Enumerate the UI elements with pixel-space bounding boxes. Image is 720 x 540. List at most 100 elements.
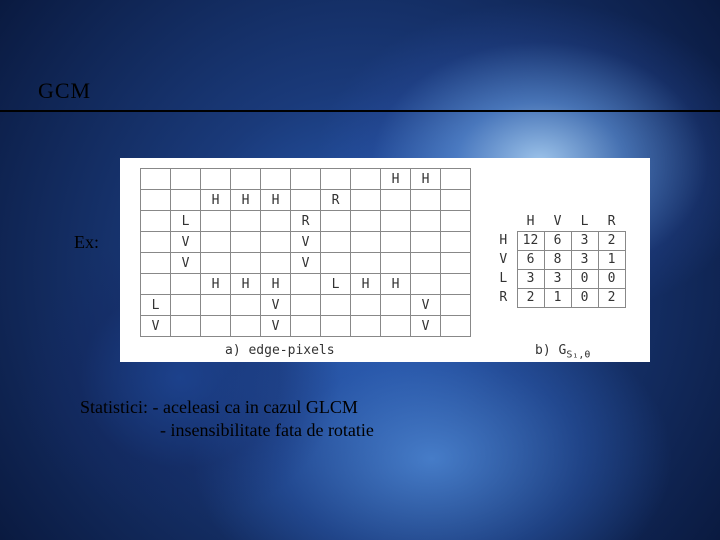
- grid-a-cell: [171, 190, 201, 211]
- example-label: Ex:: [74, 232, 99, 253]
- grid-b-row-header: L: [490, 269, 517, 288]
- grid-b-col-header: V: [544, 212, 571, 231]
- grid-a-cell: [321, 232, 351, 253]
- grid-a-cell: [441, 232, 471, 253]
- stats-line-1: Statistici: - aceleasi ca in cazul GLCM: [80, 395, 358, 420]
- grid-a-cell: [351, 316, 381, 337]
- grid-a-cell: [321, 211, 351, 232]
- grid-a-cell: [231, 232, 261, 253]
- grid-a-cell: L: [141, 295, 171, 316]
- grid-a-cell: [231, 169, 261, 190]
- grid-a-cell: [231, 295, 261, 316]
- grid-a-cell: [441, 253, 471, 274]
- grid-a-cell: [141, 253, 171, 274]
- grid-a-cell: [381, 211, 411, 232]
- grid-a-cell: L: [321, 274, 351, 295]
- grid-a-cell: [321, 253, 351, 274]
- grid-b-row-header: V: [490, 250, 517, 269]
- grid-a-cell: V: [141, 316, 171, 337]
- grid-a-cell: [351, 295, 381, 316]
- grid-b-cell: 3: [517, 269, 544, 288]
- grid-a-cell: [441, 190, 471, 211]
- grid-a-cell: H: [201, 274, 231, 295]
- grid-b-row-header: H: [490, 231, 517, 250]
- grid-a-cell: [351, 232, 381, 253]
- grid-a-cell: [141, 211, 171, 232]
- grid-a-cell: [171, 295, 201, 316]
- grid-b-cell: 8: [544, 250, 571, 269]
- stats-line-2: - insensibilitate fata de rotatie: [160, 420, 374, 441]
- grid-a-cell: [411, 253, 441, 274]
- grid-b-cell: 0: [571, 288, 598, 307]
- grid-a-cell: [201, 211, 231, 232]
- grid-a-cell: R: [321, 190, 351, 211]
- grid-a-cell: [141, 169, 171, 190]
- grid-b-cell: 2: [517, 288, 544, 307]
- grid-a-cell: [201, 295, 231, 316]
- grid-a-cell: [141, 190, 171, 211]
- title-underline: [0, 110, 720, 112]
- grid-b-col-header: R: [598, 212, 625, 231]
- grid-a-cell: L: [171, 211, 201, 232]
- grid-a-cell: [351, 253, 381, 274]
- grid-a-cell: R: [291, 211, 321, 232]
- grid-a-cell: [201, 232, 231, 253]
- grid-a-cell: [441, 169, 471, 190]
- grid-b-cell: 3: [544, 269, 571, 288]
- grid-a-cell: V: [291, 253, 321, 274]
- grid-a-cell: V: [171, 232, 201, 253]
- grid-a-cell: [201, 316, 231, 337]
- grid-a-cell: H: [381, 274, 411, 295]
- grid-a-cell: [291, 295, 321, 316]
- caption-b-subscript: S₁,θ: [566, 350, 590, 361]
- grid-a-cell: [171, 274, 201, 295]
- grid-a-cell: [411, 232, 441, 253]
- grid-a-cell: [321, 169, 351, 190]
- grid-a-cell: [381, 316, 411, 337]
- grid-a-cell: [381, 190, 411, 211]
- grid-a-cell: H: [261, 274, 291, 295]
- grid-a-cell: [231, 253, 261, 274]
- grid-a-cell: [381, 295, 411, 316]
- grid-a-cell: H: [351, 274, 381, 295]
- grid-a-cell: [201, 253, 231, 274]
- caption-b: b) GS₁,θ: [535, 343, 590, 361]
- grid-b-cell: 2: [598, 231, 625, 250]
- grid-a-cell: [381, 253, 411, 274]
- grid-a-cell: H: [201, 190, 231, 211]
- grid-b-col-header: H: [517, 212, 544, 231]
- grid-a-cell: [261, 253, 291, 274]
- grid-a-cell: [441, 274, 471, 295]
- grid-b-cell: 1: [598, 250, 625, 269]
- edge-pixels-grid: HHHHHRLRVVVVHHHLHHLVVVVV: [140, 168, 471, 337]
- grid-b-cell: 6: [517, 250, 544, 269]
- grid-a-cell: [291, 316, 321, 337]
- grid-a-cell: [231, 211, 261, 232]
- grid-b-cell: 6: [544, 231, 571, 250]
- grid-a-cell: V: [411, 295, 441, 316]
- grid-a-cell: V: [171, 253, 201, 274]
- grid-a-cell: V: [261, 295, 291, 316]
- grid-b-col-header: L: [571, 212, 598, 231]
- figure-panel: HHHHHRLRVVVVHHHLHHLVVVVV a) edge-pixels …: [120, 158, 650, 362]
- grid-b-cell: 0: [598, 269, 625, 288]
- grid-a-cell: [351, 211, 381, 232]
- grid-b-cell: 12: [517, 231, 544, 250]
- grid-a-cell: H: [411, 169, 441, 190]
- caption-a: a) edge-pixels: [225, 343, 335, 358]
- grid-b-cell: 3: [571, 250, 598, 269]
- grid-a-cell: [441, 211, 471, 232]
- grid-a-cell: [291, 169, 321, 190]
- grid-a-cell: [381, 232, 411, 253]
- grid-a-cell: [261, 211, 291, 232]
- grid-a-cell: [171, 169, 201, 190]
- grid-a-cell: H: [261, 190, 291, 211]
- grid-a-cell: V: [261, 316, 291, 337]
- grid-b-row-header: R: [490, 288, 517, 307]
- page-title: GCM: [38, 78, 91, 104]
- grid-a-cell: [441, 295, 471, 316]
- cooccurrence-matrix: HVLRH12632V6831L3300R2102: [490, 212, 626, 308]
- grid-a-cell: [141, 232, 171, 253]
- grid-a-cell: [141, 274, 171, 295]
- grid-a-cell: [171, 316, 201, 337]
